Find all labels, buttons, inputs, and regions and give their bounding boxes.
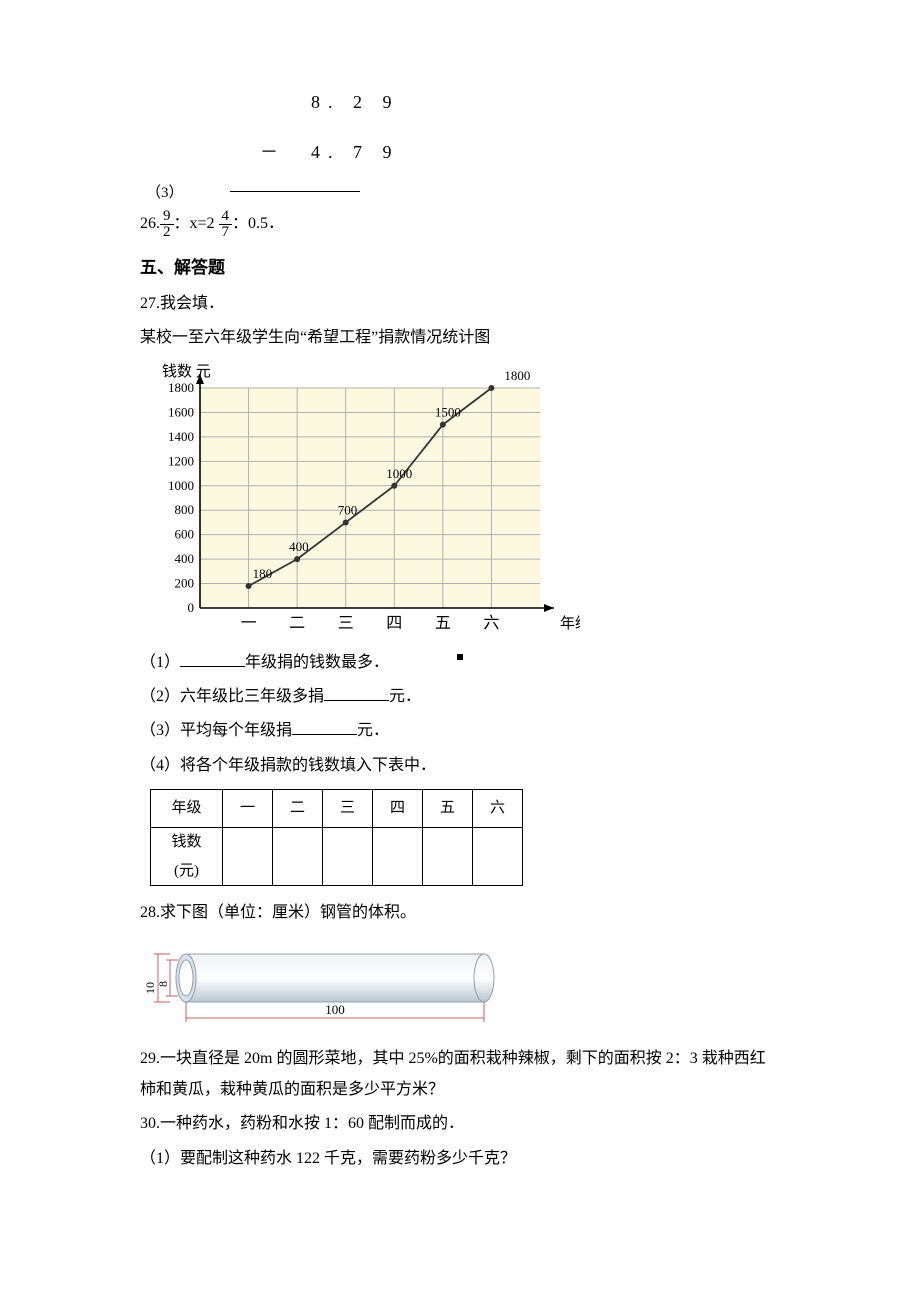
q28: 28.求下图（单位：厘米）钢管的体积。 (140, 898, 780, 928)
svg-text:400: 400 (175, 551, 195, 566)
svg-text:1800: 1800 (168, 380, 194, 395)
q30-head: 30.一种药水，药粉和水按 1：60 配制而成的． (140, 1109, 780, 1139)
q27-1a: （1） (140, 654, 180, 671)
subtrahend: 4. 7 9 (311, 142, 400, 162)
minuend: 8. 2 9 (210, 90, 400, 115)
minus-sign: － (260, 142, 286, 162)
blank-avg (292, 719, 357, 735)
q27-1: （1） 年级捐的钱数最多． (140, 648, 780, 678)
blank-diff (324, 685, 389, 701)
svg-text:三: 三 (338, 615, 354, 632)
subtrahend-row: － 4. 7 9 (210, 115, 400, 191)
svg-text:一: 一 (241, 615, 257, 632)
page-center-mark (457, 654, 463, 660)
q27-3: （3）平均每个年级捐 元． (140, 716, 780, 746)
svg-text:1800: 1800 (504, 368, 530, 383)
q26-tail: ：0.5． (232, 216, 284, 233)
q27-2a: （2）六年级比三年级多捐 (140, 688, 324, 705)
q27-intro: 27.我会填． (140, 289, 780, 319)
q27-2b: 元． (389, 688, 421, 705)
svg-text:1200: 1200 (168, 453, 194, 468)
section-5-title: 五、解答题 (140, 252, 780, 284)
donation-line-chart: 200 400 600 800 1000 1200 1400 1600 1800 0 钱数 元一 二 三… (140, 360, 780, 640)
q29: 29.一块直径是 20m 的圆形菜地，其中 25%的面积栽种辣椒，剩下的面积按 … (140, 1044, 780, 1105)
svg-text:800: 800 (175, 502, 195, 517)
svg-text:六: 六 (483, 614, 499, 632)
fraction-4-7: 47 (219, 209, 233, 240)
svg-text:600: 600 (175, 526, 195, 541)
svg-text:1500: 1500 (435, 404, 461, 419)
svg-text:1000: 1000 (168, 477, 194, 492)
svg-text:400: 400 (289, 539, 309, 554)
q27-3b: 元． (357, 722, 389, 739)
svg-text:8: 8 (156, 981, 170, 987)
svg-text:0: 0 (188, 600, 195, 615)
q26-num: 26. (140, 216, 160, 233)
q30-1: （1）要配制这种药水 122 千克，需要药粉多少千克？ (140, 1144, 780, 1174)
fraction-9-2: 92 (160, 209, 174, 240)
q27-intro-text: 我会填． (160, 295, 224, 312)
q26: 26.92：x=2 47：0.5． (140, 209, 780, 240)
svg-text:700: 700 (338, 502, 358, 517)
svg-text:钱数 元: 钱数 元 (162, 363, 211, 380)
svg-text:年级: 年级 (560, 615, 580, 632)
svg-text:二: 二 (289, 615, 305, 632)
pipe-figure: 108100 (144, 936, 504, 1036)
blank-grade (180, 651, 245, 667)
q27-title: 某校一至六年级学生向“希望工程”捐款情况统计图 (140, 323, 780, 353)
chart-svg: 200 400 600 800 1000 1200 1400 1600 1800 0 钱数 元一 二 三… (140, 360, 580, 640)
svg-text:1600: 1600 (168, 404, 194, 419)
svg-text:1400: 1400 (168, 428, 194, 443)
svg-text:四: 四 (386, 615, 402, 632)
svg-text:100: 100 (325, 1002, 345, 1017)
q27-2: （2）六年级比三年级多捐 元． (140, 682, 780, 712)
q27-1b: 年级捐的钱数最多． (245, 654, 389, 671)
subtraction-rule (230, 191, 360, 192)
svg-text:200: 200 (175, 575, 195, 590)
svg-text:五: 五 (435, 615, 451, 632)
svg-text:180: 180 (253, 566, 272, 581)
vertical-subtraction: 8. 2 9 － 4. 7 9 (210, 90, 400, 192)
svg-text:1000: 1000 (386, 465, 412, 480)
q27-3a: （3）平均每个年级捐 (140, 722, 292, 739)
donation-table: 年级一二三四五六钱数(元) (150, 789, 523, 886)
q27-4: （4）将各个年级捐款的钱数填入下表中． (140, 751, 780, 781)
q27-num: 27. (140, 295, 160, 312)
q26-mid: ：x=2 (174, 216, 215, 233)
